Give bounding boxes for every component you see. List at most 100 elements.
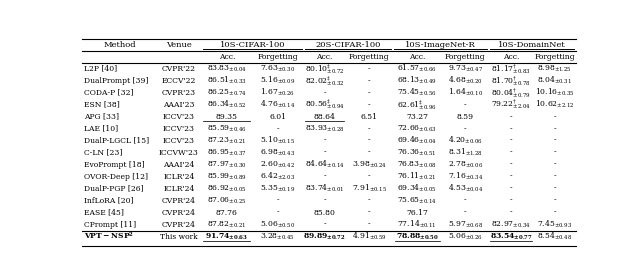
- Text: $81.70_{\pm0.78}^{\dagger}$: $81.70_{\pm0.78}^{\dagger}$: [491, 74, 531, 88]
- Text: -: -: [323, 197, 326, 205]
- Text: -: -: [554, 185, 556, 193]
- Text: -: -: [464, 197, 467, 205]
- Text: $80.10_{\pm0.72}^{\ddagger}$: $80.10_{\pm0.72}^{\ddagger}$: [305, 62, 344, 76]
- Text: $\mathbf{78.88_{\pm0.50}}$: $\mathbf{78.88_{\pm0.50}}$: [396, 232, 438, 242]
- Text: Venue: Venue: [166, 41, 192, 49]
- Text: DualPrompt [39]: DualPrompt [39]: [84, 77, 149, 85]
- Text: CPrompt [11]: CPrompt [11]: [84, 221, 136, 229]
- Text: EvoPrompt [18]: EvoPrompt [18]: [84, 161, 145, 169]
- Text: 8.59: 8.59: [456, 113, 474, 121]
- Text: $86.51_{\pm0.33}$: $86.51_{\pm0.33}$: [207, 75, 247, 86]
- Text: Forgetting: Forgetting: [534, 53, 575, 61]
- Text: InfLoRA [20]: InfLoRA [20]: [84, 197, 134, 205]
- Text: -: -: [510, 173, 513, 181]
- Text: -: -: [464, 209, 467, 217]
- Text: $85.99_{\pm0.89}$: $85.99_{\pm0.89}$: [207, 172, 247, 182]
- Text: $4.76_{\pm0.14}$: $4.76_{\pm0.14}$: [260, 99, 296, 110]
- Text: $61.57_{\pm0.66}$: $61.57_{\pm0.66}$: [397, 63, 437, 74]
- Text: ICCV'23: ICCV'23: [163, 113, 195, 121]
- Text: 89.35: 89.35: [216, 113, 238, 121]
- Text: -: -: [368, 77, 371, 85]
- Text: $82.97_{\pm0.34}$: $82.97_{\pm0.34}$: [491, 220, 531, 230]
- Text: Forgetting: Forgetting: [349, 53, 390, 61]
- Text: -: -: [554, 197, 556, 205]
- Text: -: -: [510, 197, 513, 205]
- Text: CVPR'24: CVPR'24: [162, 209, 196, 217]
- Text: $10.16_{\pm0.35}$: $10.16_{\pm0.35}$: [535, 87, 575, 98]
- Text: 87.76: 87.76: [216, 209, 238, 217]
- Text: $5.35_{\pm0.19}$: $5.35_{\pm0.19}$: [260, 184, 295, 194]
- Text: $6.42_{\pm2.03}$: $6.42_{\pm2.03}$: [260, 171, 295, 182]
- Text: Forgetting: Forgetting: [445, 53, 485, 61]
- Text: ICCV'23: ICCV'23: [163, 125, 195, 133]
- Text: $5.10_{\pm0.15}$: $5.10_{\pm0.15}$: [260, 135, 295, 146]
- Text: $69.34_{\pm0.05}$: $69.34_{\pm0.05}$: [397, 183, 437, 194]
- Text: CODA-P [32]: CODA-P [32]: [84, 89, 134, 97]
- Text: $68.13_{\pm0.49}$: $68.13_{\pm0.49}$: [397, 75, 437, 86]
- Text: 76.17: 76.17: [406, 209, 428, 217]
- Text: $2.60_{\pm0.42}$: $2.60_{\pm0.42}$: [260, 160, 295, 170]
- Text: -: -: [368, 149, 371, 157]
- Text: $87.97_{\pm0.30}$: $87.97_{\pm0.30}$: [207, 160, 247, 170]
- Text: -: -: [368, 173, 371, 181]
- Text: EASE [45]: EASE [45]: [84, 209, 124, 217]
- Text: $76.83_{\pm0.08}$: $76.83_{\pm0.08}$: [397, 160, 437, 170]
- Text: $85.59_{\pm0.46}$: $85.59_{\pm0.46}$: [207, 124, 247, 134]
- Text: $82.02_{\pm0.32}^{\ddagger}$: $82.02_{\pm0.32}^{\ddagger}$: [305, 74, 344, 88]
- Text: $84.64_{\pm0.14}$: $84.64_{\pm0.14}$: [305, 159, 344, 170]
- Text: $86.25_{\pm0.74}$: $86.25_{\pm0.74}$: [207, 88, 247, 98]
- Text: Acc.: Acc.: [409, 53, 426, 61]
- Text: -: -: [554, 161, 556, 169]
- Text: $79.22_{\pm2.04}^{\dagger}$: $79.22_{\pm2.04}^{\dagger}$: [492, 98, 531, 112]
- Text: $\mathbf{89.89_{\pm0.72}}$: $\mathbf{89.89_{\pm0.72}}$: [303, 232, 346, 242]
- Text: C-LN [23]: C-LN [23]: [84, 149, 123, 157]
- Text: -: -: [554, 209, 556, 217]
- Text: $3.98_{\pm0.24}$: $3.98_{\pm0.24}$: [352, 160, 387, 170]
- Text: ECCV'22: ECCV'22: [162, 77, 196, 85]
- Text: -: -: [323, 137, 326, 145]
- Text: ICLR'24: ICLR'24: [163, 185, 195, 193]
- Text: -: -: [368, 209, 371, 217]
- Text: $4.91_{\pm0.59}$: $4.91_{\pm0.59}$: [352, 231, 387, 242]
- Text: DualP-PGP [26]: DualP-PGP [26]: [84, 185, 144, 193]
- Text: ICCV'23: ICCV'23: [163, 137, 195, 145]
- Text: $\mathbf{VPT-NSP^{2}}$: $\mathbf{VPT-NSP^{2}}$: [84, 231, 134, 242]
- Text: -: -: [368, 197, 371, 205]
- Text: $81.17_{\pm0.83}^{\dagger}$: $81.17_{\pm0.83}^{\dagger}$: [492, 62, 531, 76]
- Text: -: -: [368, 125, 371, 133]
- Text: $83.93_{\pm0.28}$: $83.93_{\pm0.28}$: [305, 124, 344, 134]
- Text: $5.97_{\pm0.68}$: $5.97_{\pm0.68}$: [447, 220, 483, 230]
- Text: $4.53_{\pm0.04}$: $4.53_{\pm0.04}$: [447, 183, 483, 194]
- Text: 20S-CIFAR-100: 20S-CIFAR-100: [316, 41, 381, 49]
- Text: -: -: [276, 125, 279, 133]
- Text: $5.06_{\pm0.26}$: $5.06_{\pm0.26}$: [447, 232, 483, 242]
- Text: $7.16_{\pm0.34}$: $7.16_{\pm0.34}$: [447, 171, 483, 182]
- Text: CVPR'24: CVPR'24: [162, 221, 196, 229]
- Text: OVOR-Deep [12]: OVOR-Deep [12]: [84, 173, 148, 181]
- Text: -: -: [510, 137, 513, 145]
- Text: $8.04_{\pm0.31}$: $8.04_{\pm0.31}$: [538, 75, 572, 86]
- Text: $5.06_{\pm0.50}$: $5.06_{\pm0.50}$: [260, 220, 295, 230]
- Text: $72.66_{\pm0.63}$: $72.66_{\pm0.63}$: [397, 124, 437, 134]
- Text: $7.91_{\pm0.15}$: $7.91_{\pm0.15}$: [352, 183, 387, 194]
- Text: -: -: [464, 125, 467, 133]
- Text: 85.80: 85.80: [314, 209, 335, 217]
- Text: $4.68_{\pm0.20}$: $4.68_{\pm0.20}$: [447, 75, 483, 86]
- Text: $\mathbf{83.54_{\pm0.77}}$: $\mathbf{83.54_{\pm0.77}}$: [490, 232, 532, 242]
- Text: AAAI'23: AAAI'23: [163, 101, 195, 109]
- Text: -: -: [368, 101, 371, 109]
- Text: $8.98_{\pm1.25}$: $8.98_{\pm1.25}$: [537, 64, 572, 74]
- Text: 10S-DomainNet: 10S-DomainNet: [498, 41, 566, 49]
- Text: 73.27: 73.27: [406, 113, 428, 121]
- Text: $3.28_{\pm0.45}$: $3.28_{\pm0.45}$: [260, 232, 295, 242]
- Text: 10S-ImageNet-R: 10S-ImageNet-R: [405, 41, 476, 49]
- Text: $7.45_{\pm0.93}$: $7.45_{\pm0.93}$: [537, 219, 572, 230]
- Text: -: -: [554, 125, 556, 133]
- Text: $9.73_{\pm0.47}$: $9.73_{\pm0.47}$: [447, 64, 483, 74]
- Text: This work: This work: [160, 233, 198, 240]
- Text: ESN [38]: ESN [38]: [84, 101, 120, 109]
- Text: $87.23_{\pm0.21}$: $87.23_{\pm0.21}$: [207, 136, 246, 146]
- Text: $76.36_{\pm0.51}$: $76.36_{\pm0.51}$: [397, 148, 437, 158]
- Text: -: -: [554, 113, 556, 121]
- Text: $83.74_{\pm0.01}$: $83.74_{\pm0.01}$: [305, 183, 344, 194]
